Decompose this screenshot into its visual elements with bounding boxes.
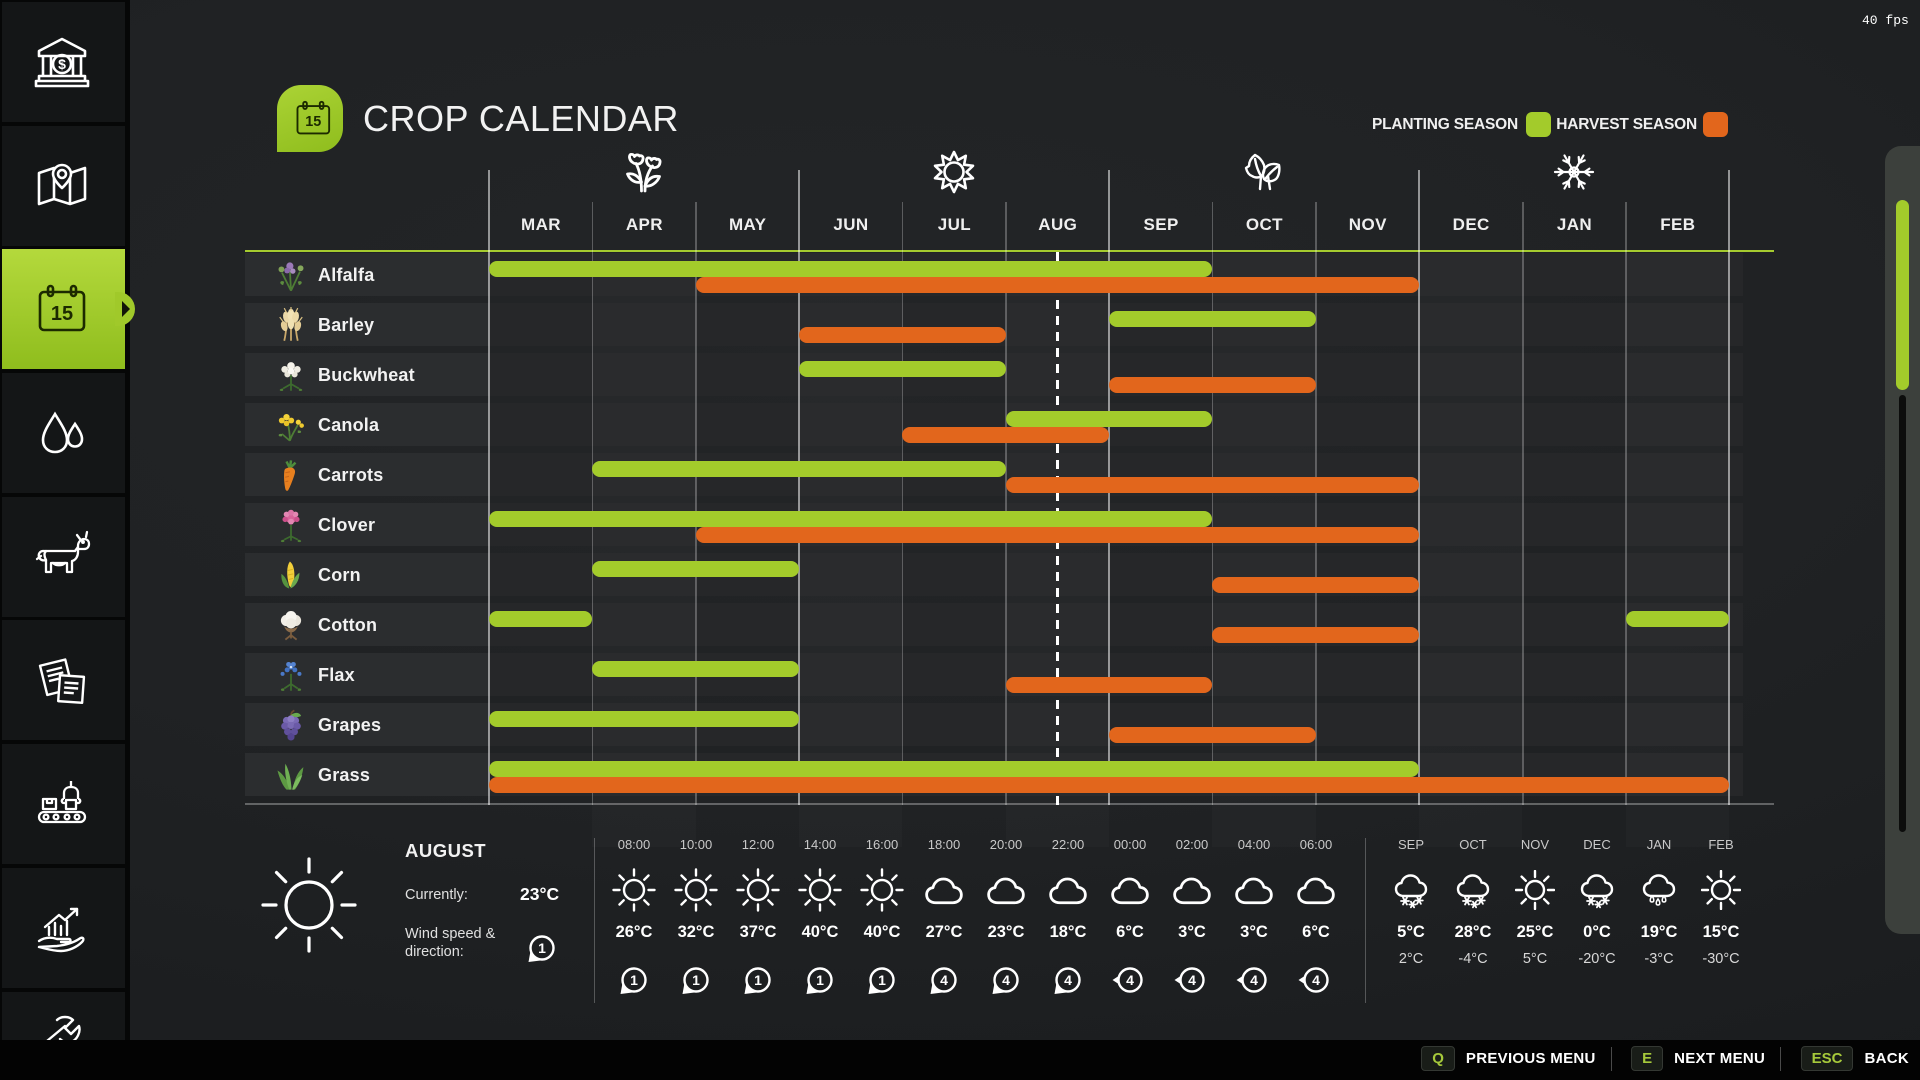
svg-text:$: $ (58, 56, 66, 72)
svg-text:1: 1 (538, 940, 546, 956)
svg-text:1: 1 (878, 972, 886, 988)
svg-text:4: 4 (1126, 972, 1134, 988)
svg-text:1: 1 (630, 972, 638, 988)
svg-text:4: 4 (940, 972, 948, 988)
svg-text:15: 15 (305, 114, 321, 130)
svg-text:15: 15 (51, 303, 73, 325)
svg-text:4: 4 (1002, 972, 1010, 988)
svg-text:4: 4 (1250, 972, 1258, 988)
svg-text:1: 1 (692, 972, 700, 988)
svg-text:4: 4 (1312, 972, 1320, 988)
svg-text:1: 1 (754, 972, 762, 988)
svg-text:4: 4 (1188, 972, 1196, 988)
svg-text:4: 4 (1064, 972, 1072, 988)
svg-text:1: 1 (816, 972, 824, 988)
